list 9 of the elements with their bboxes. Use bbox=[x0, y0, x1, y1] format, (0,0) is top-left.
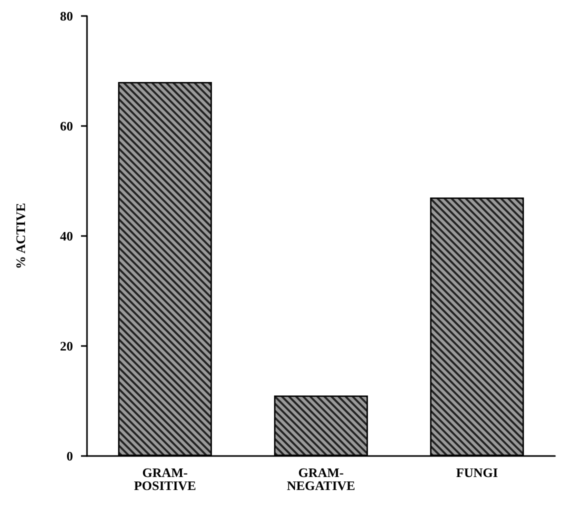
y-tick-label: 20 bbox=[60, 338, 73, 354]
x-tick-label: FUNGI bbox=[456, 465, 498, 480]
x-tick-label: GRAM-POSITIVE bbox=[134, 465, 196, 493]
y-tick-label: 80 bbox=[60, 8, 73, 24]
y-axis-title: % ACTIVE bbox=[13, 202, 28, 270]
y-tick-label: 60 bbox=[60, 118, 73, 134]
y-tick-label: 0 bbox=[66, 448, 73, 464]
y-tick-label: 40 bbox=[60, 228, 73, 244]
x-tick-label: GRAM-NEGATIVE bbox=[286, 465, 356, 493]
